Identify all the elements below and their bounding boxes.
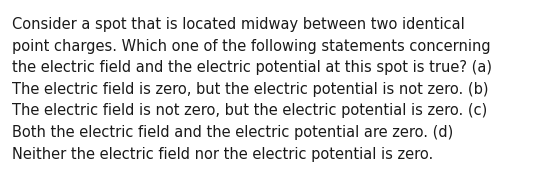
Text: Consider a spot that is located midway between two identical
point charges. Whic: Consider a spot that is located midway b… — [12, 17, 492, 161]
